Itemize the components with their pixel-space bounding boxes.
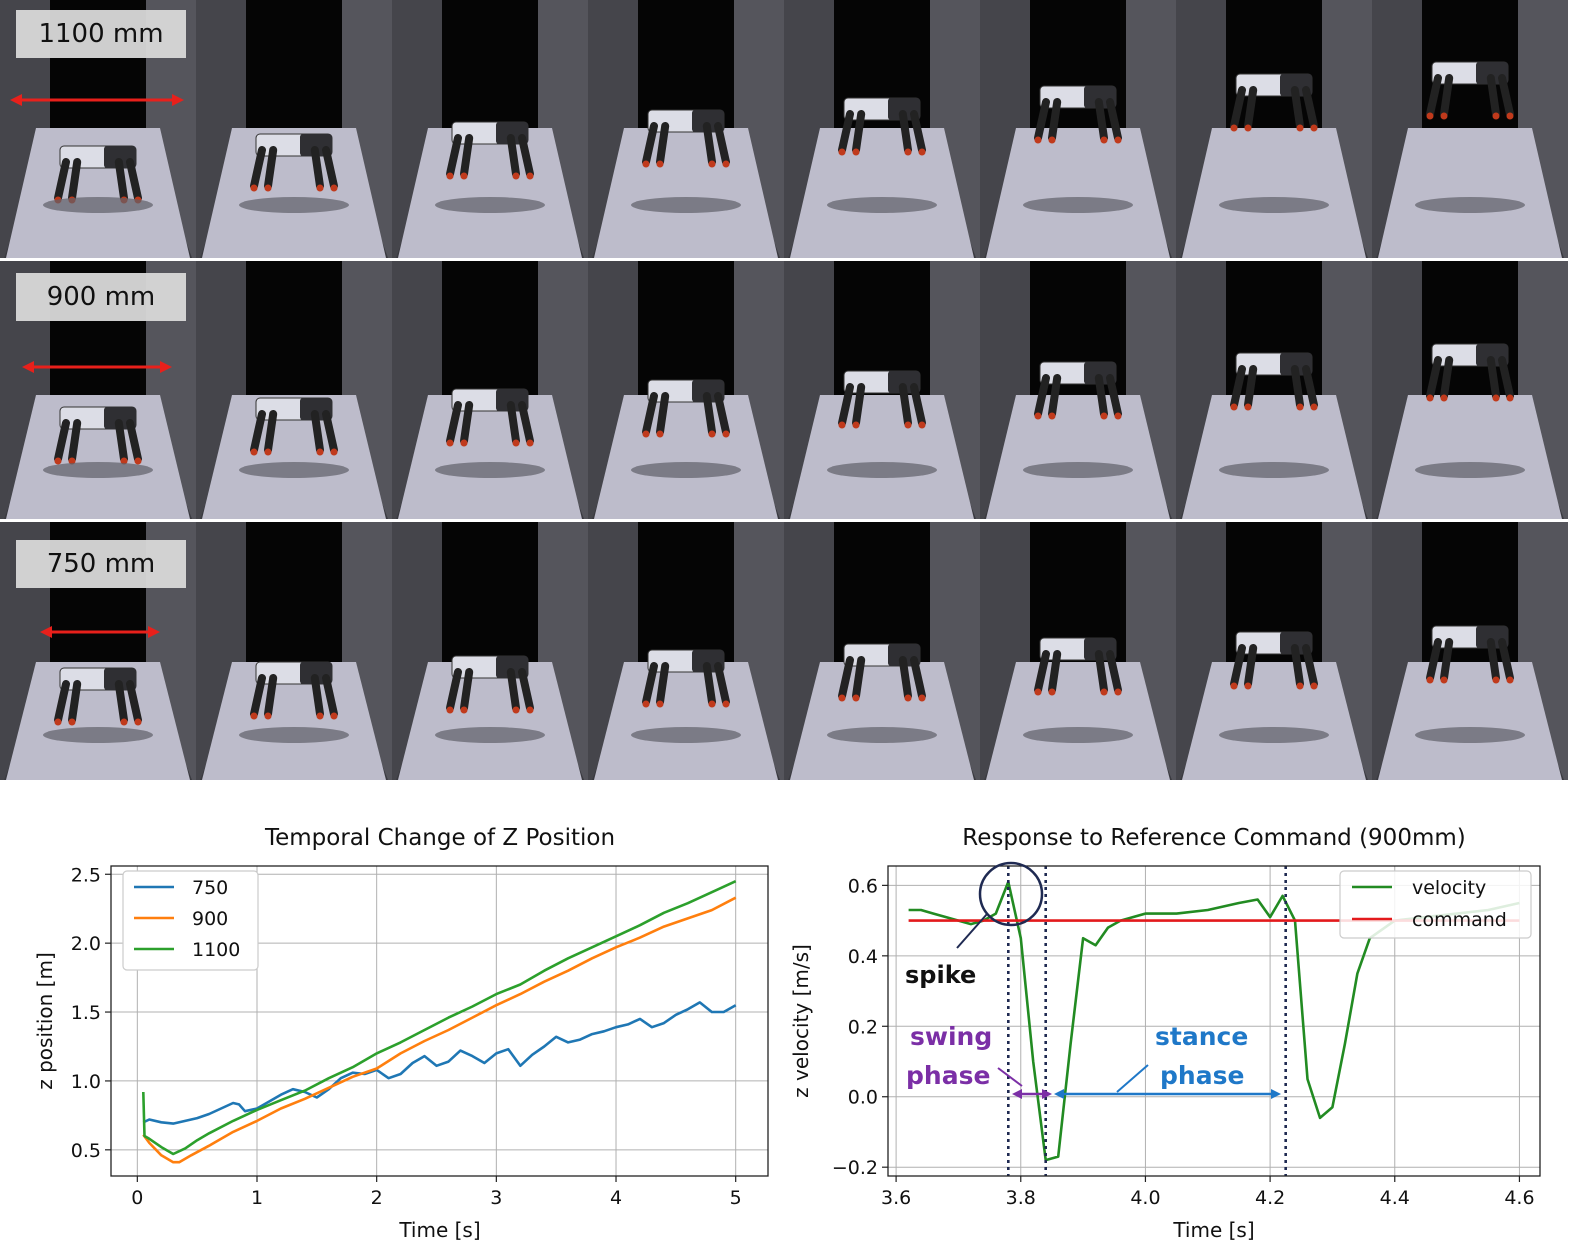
legend: velocity command xyxy=(1339,870,1532,939)
swing-arrowhead-left xyxy=(1012,1089,1022,1099)
stance-annotation-line1: stance xyxy=(1155,1022,1248,1051)
stance-arrowhead-right xyxy=(1271,1089,1281,1099)
chart-title: Response to Reference Command (900mm) xyxy=(962,825,1465,851)
snapshot-panel xyxy=(196,261,392,519)
plot-frame xyxy=(887,865,1541,1177)
y-tick-label: 1.5 xyxy=(71,1002,101,1024)
strip-900mm: 900 mm xyxy=(0,261,1578,519)
stance-arrowhead-left xyxy=(1054,1089,1064,1099)
swing-annotation-line2: phase xyxy=(906,1061,990,1090)
x-tick-label: 4.2 xyxy=(1255,1187,1285,1209)
snapshot-panel xyxy=(392,261,588,519)
x-tick-label: 4 xyxy=(610,1187,622,1209)
x-tick-label: 3 xyxy=(490,1187,502,1209)
chart-title: Temporal Change of Z Position xyxy=(264,825,615,851)
x-tick-label: 4.6 xyxy=(1504,1187,1534,1209)
y-axis-label: z velocity [m/s] xyxy=(789,944,813,1098)
strip-750mm: 750 mm xyxy=(0,522,1578,780)
strip-panels-1100 xyxy=(0,0,1568,258)
plot-frame xyxy=(110,865,769,1177)
stance-annotation-line2: phase xyxy=(1160,1061,1244,1090)
stance-pointer-line xyxy=(1116,1064,1149,1093)
y-tick-label: 2.0 xyxy=(71,933,101,955)
snapshot-panel xyxy=(1372,0,1568,258)
strip-label: 1100 mm xyxy=(16,10,186,58)
x-tick-label: 4.4 xyxy=(1380,1187,1410,1209)
y-tick-label: 0.5 xyxy=(71,1140,101,1162)
spike-pointer-line xyxy=(956,913,988,949)
series-line-1100 xyxy=(142,880,737,1156)
snapshot-panel xyxy=(392,0,588,258)
strip-panels-750 xyxy=(0,522,1568,780)
y-tick-label: −0.2 xyxy=(832,1157,878,1179)
x-tick-label: 4.0 xyxy=(1130,1187,1160,1209)
width-arrow xyxy=(22,361,172,373)
snapshot-panel xyxy=(784,261,980,519)
snapshot-panel xyxy=(784,522,980,780)
legend-label-900: 900 xyxy=(192,908,228,930)
y-tick-label: 0.0 xyxy=(848,1087,878,1109)
snapshot-panel xyxy=(980,261,1176,519)
snapshot-panel xyxy=(1176,522,1372,780)
legend: 750 900 1100 xyxy=(122,870,259,971)
legend-label-velocity: velocity xyxy=(1412,877,1486,899)
swing-annotation-line1: swing xyxy=(910,1022,992,1051)
snapshot-panel xyxy=(392,522,588,780)
spike-annotation: spike xyxy=(905,961,976,989)
z-position-chart: Temporal Change of Z Position 0 1 2 3 4 5 0.5 1… xyxy=(33,825,769,1242)
snapshot-panel xyxy=(196,0,392,258)
x-tick-label: 0 xyxy=(131,1187,143,1209)
y-tick-label: 1.0 xyxy=(71,1071,101,1093)
x-tick-label: 2 xyxy=(371,1187,383,1209)
series-line-900 xyxy=(142,896,737,1164)
charts-area: Temporal Change of Z Position 0 1 2 3 4 5 0.5 1… xyxy=(33,825,1541,1242)
phase-boundary-lines xyxy=(1007,866,1287,1176)
spike-marker-circle xyxy=(978,861,1044,927)
x-tick-label: 5 xyxy=(730,1187,742,1209)
strip-label: 900 mm xyxy=(16,273,186,321)
series-line-750 xyxy=(142,1001,737,1125)
axis-ticks: 3.6 3.8 4.0 4.2 4.4 4.6 −0.2 0.0 0.2 0.4 0.6 xyxy=(832,875,1535,1209)
plot-series xyxy=(142,880,737,1164)
x-axis-label: Time [s] xyxy=(398,1218,480,1242)
annotations: spike swing phase stance phase xyxy=(905,861,1281,1099)
x-tick-label: 3.8 xyxy=(1006,1187,1036,1209)
snapshot-panel xyxy=(784,0,980,258)
width-arrow xyxy=(40,626,160,638)
z-velocity-chart: Response to Reference Command (900mm) 3.… xyxy=(789,825,1541,1242)
snapshot-panel xyxy=(980,0,1176,258)
swing-pointer-line xyxy=(997,1067,1023,1087)
legend-frame xyxy=(122,870,259,971)
snapshot-panel xyxy=(1372,261,1568,519)
snapshot-panel xyxy=(1372,522,1568,780)
y-axis-label: z position [m] xyxy=(33,952,57,1090)
legend-label-750: 750 xyxy=(192,877,228,899)
legend-label-1100: 1100 xyxy=(192,939,240,961)
strip-label: 750 mm xyxy=(16,540,186,588)
width-arrow xyxy=(10,94,184,106)
strip-panels-900 xyxy=(0,261,1568,519)
axis-ticks: 0 1 2 3 4 5 0.5 1.0 1.5 2.0 2.5 xyxy=(71,864,742,1209)
x-tick-label: 1 xyxy=(251,1187,263,1209)
snapshot-panel xyxy=(588,522,784,780)
strip-1100mm: 1100 mm xyxy=(0,0,1578,258)
swing-arrowhead-right xyxy=(1042,1089,1052,1099)
y-tick-label: 2.5 xyxy=(71,864,101,886)
snapshot-panel xyxy=(980,522,1176,780)
snapshot-panel xyxy=(1176,261,1372,519)
snapshot-panel xyxy=(1176,0,1372,258)
snapshot-panel xyxy=(196,522,392,780)
snapshot-panel xyxy=(588,261,784,519)
y-tick-label: 0.2 xyxy=(848,1016,878,1038)
y-tick-label: 0.6 xyxy=(848,875,878,897)
x-tick-label: 3.6 xyxy=(881,1187,911,1209)
x-axis-label: Time [s] xyxy=(1172,1218,1254,1242)
snapshot-panel xyxy=(588,0,784,258)
legend-label-command: command xyxy=(1412,909,1507,931)
y-tick-label: 0.4 xyxy=(848,946,878,968)
